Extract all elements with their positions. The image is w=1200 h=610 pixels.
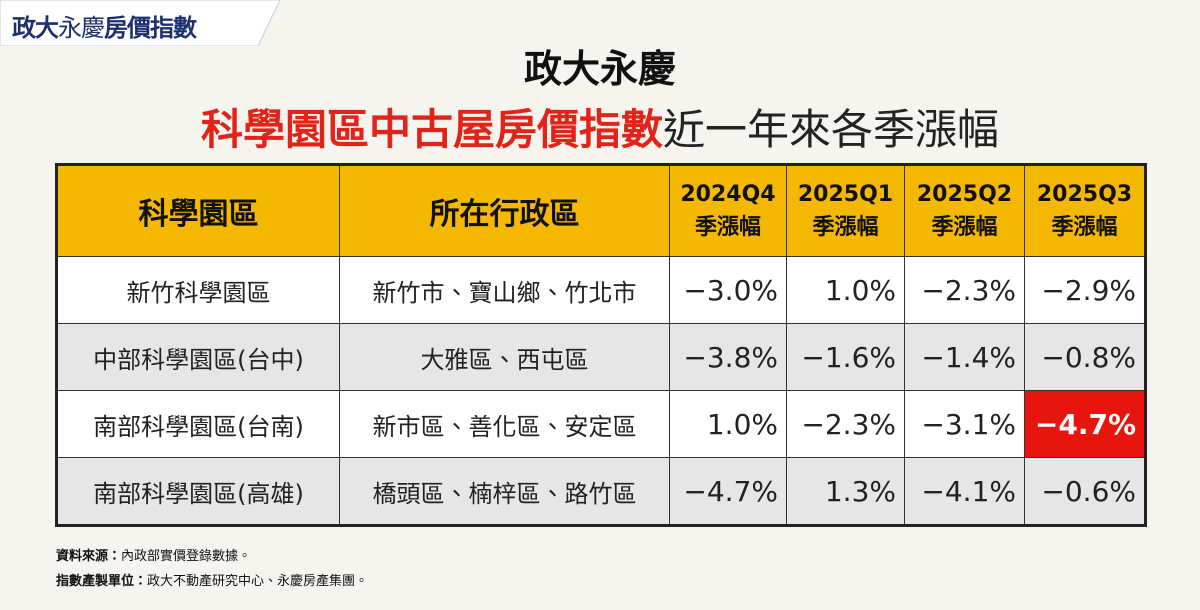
- value-cell: 1.3%: [786, 457, 905, 526]
- header-period: 2025Q3: [1036, 182, 1133, 207]
- header-cell: 2024Q4 季漲幅: [669, 164, 787, 257]
- brand-part: 政大: [12, 14, 59, 42]
- text-cell: 橋頭區、楠梓區、路竹區: [339, 457, 670, 526]
- brand: 政大永慶房價指數: [12, 8, 197, 43]
- text-cell: 新市區、善化區、安定區: [339, 390, 670, 458]
- value-cell: −3.0%: [669, 256, 787, 324]
- table-row: 新竹科學園區 新竹市、寶山鄉、竹北市 −3.0% 1.0% −2.3% −2.9%: [56, 256, 1146, 324]
- brand-part: 永慶: [58, 14, 105, 42]
- text-cell: 中部科學園區(台中): [56, 323, 340, 391]
- footnote-label: 指數產製單位：: [56, 574, 148, 589]
- value-cell: −0.6%: [1024, 457, 1146, 526]
- footnote-label: 資料來源：: [56, 549, 122, 564]
- header-period: 2025Q2: [916, 182, 1013, 207]
- text-cell: 南部科學園區(高雄): [56, 457, 340, 526]
- value-cell: −2.3%: [904, 256, 1025, 324]
- header-period: 2024Q4: [680, 182, 776, 207]
- footnote: 指數產製單位：政大不動產研究中心、永慶房產集團。: [56, 570, 368, 589]
- value-cell: 1.0%: [786, 256, 905, 324]
- subtitle-rest: 近一年來各季漲幅: [663, 105, 1000, 154]
- value-cell: 1.0%: [669, 390, 787, 458]
- table-row: 中部科學園區(台中) 大雅區、西屯區 −3.8% −1.6% −1.4% −0.8%: [56, 323, 1146, 391]
- header-cell: 所在行政區: [339, 164, 670, 257]
- text-cell: 新竹科學園區: [56, 256, 340, 324]
- value-cell: −3.8%: [669, 323, 787, 391]
- header-text: 季漲幅: [694, 215, 761, 240]
- header-cell: 2025Q1 季漲幅: [786, 164, 905, 257]
- title: 政大永慶: [523, 47, 676, 91]
- table-row: 南部科學園區(台南) 新市區、善化區、安定區 1.0% −2.3% −3.1% −4.7%: [56, 390, 1146, 458]
- brand-part: 房價指數: [104, 14, 197, 42]
- header-text: 季漲幅: [812, 215, 879, 240]
- subtitle-highlight: 科學園區中古屋房價指數: [200, 105, 663, 154]
- value-cell: −2.9%: [1024, 256, 1146, 324]
- header-row: 科學園區 所在行政區 2024Q4 季漲幅 2025Q1 季漲幅 2025Q2 季漲幅 2025…: [56, 164, 1146, 257]
- table-row: 南部科學園區(高雄) 橋頭區、楠梓區、路竹區 −4.7% 1.3% −4.1% −0.6%: [56, 457, 1146, 526]
- table: 科學園區 所在行政區 2024Q4 季漲幅 2025Q1 季漲幅 2025Q2 季漲幅 2025…: [55, 163, 1147, 527]
- header-cell: 科學園區: [56, 164, 340, 257]
- footnote: 資料來源：內政部實價登錄數據。: [56, 545, 251, 564]
- header-text: 季漲幅: [931, 215, 998, 240]
- value-cell: −4.7%: [669, 457, 787, 526]
- header-text: 季漲幅: [1051, 215, 1118, 240]
- value-cell: −0.8%: [1024, 323, 1146, 391]
- value-cell: −3.1%: [904, 390, 1025, 458]
- value-cell: −1.6%: [786, 323, 905, 391]
- footnote-text: 內政部實價登錄數據。: [121, 549, 252, 564]
- subtitle: 科學園區中古屋房價指數近一年來各季漲幅: [0, 96, 1200, 157]
- footnote-text: 政大不動產研究中心、永慶房產集團。: [147, 574, 369, 589]
- text-cell: 新竹市、寶山鄉、竹北市: [339, 256, 670, 324]
- header-cell: 2025Q3 季漲幅: [1024, 164, 1146, 257]
- header-period: 2025Q1: [797, 182, 894, 207]
- value-cell: −4.1%: [904, 457, 1025, 526]
- brand-tab: [0, 0, 280, 46]
- value-cell: −2.3%: [786, 390, 905, 458]
- text-cell: 南部科學園區(台南): [56, 390, 340, 458]
- value-cell: −4.7%: [1024, 390, 1146, 458]
- header-cell: 2025Q2 季漲幅: [904, 164, 1025, 257]
- text-cell: 大雅區、西屯區: [339, 323, 670, 391]
- value-cell: −1.4%: [904, 323, 1025, 391]
